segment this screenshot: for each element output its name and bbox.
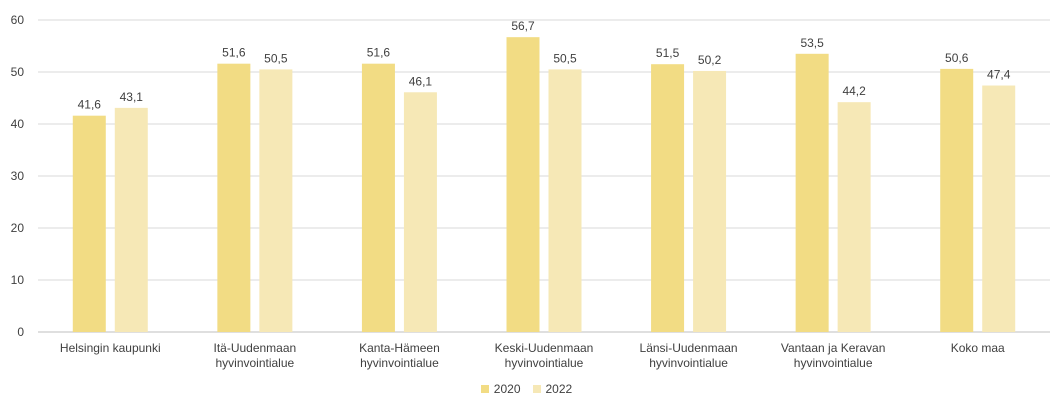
category-label: hyvinvointialue (649, 356, 728, 370)
category-label: Itä-Uudenmaan (213, 341, 296, 355)
bar-2020 (651, 64, 685, 332)
y-tick-label: 40 (11, 117, 25, 131)
category-label: hyvinvointialue (505, 356, 584, 370)
category-label: hyvinvointialue (215, 356, 294, 370)
category-label: Kanta-Hämeen (359, 341, 440, 355)
data-label-2020: 56,7 (511, 19, 535, 33)
category-label: hyvinvointialue (360, 356, 439, 370)
bar-2022 (548, 69, 582, 333)
category-label: Helsingin kaupunki (60, 341, 161, 355)
data-label-2020: 41,6 (78, 98, 102, 112)
bar-2020 (361, 63, 395, 333)
y-tick-label: 60 (11, 13, 25, 27)
data-label-2022: 43,1 (120, 90, 144, 104)
data-label-2022: 50,5 (553, 51, 577, 65)
data-label-2022: 46,1 (409, 74, 433, 88)
bar-2020 (795, 53, 829, 333)
legend-swatch-2022 (532, 385, 541, 393)
y-tick-label: 50 (11, 65, 25, 79)
data-label-2022: 50,5 (264, 51, 288, 65)
bar-2020 (217, 63, 251, 333)
data-label-2022: 47,4 (987, 68, 1011, 82)
bar-2020 (940, 68, 974, 332)
legend-label-2022: 2022 (545, 382, 573, 396)
y-tick-label: 0 (17, 325, 24, 339)
category-label: Länsi-Uudenmaan (640, 341, 738, 355)
bar-2022 (259, 69, 293, 333)
category-label: Koko maa (951, 341, 1005, 355)
y-tick-label: 30 (11, 169, 25, 183)
data-label-2022: 44,2 (842, 84, 866, 98)
category-label: Vantaan ja Keravan (781, 341, 886, 355)
bar-2022 (114, 107, 148, 332)
category-label: Keski-Uudenmaan (495, 341, 594, 355)
data-label-2020: 51,6 (367, 46, 391, 60)
legend-swatch-2020 (480, 385, 489, 393)
legend-item-2022: 2022 (532, 382, 573, 396)
y-tick-label: 20 (11, 221, 25, 235)
y-tick-label: 10 (11, 273, 25, 287)
data-label-2020: 53,5 (800, 36, 824, 50)
data-label-2020: 51,6 (222, 46, 246, 60)
legend-label-2020: 2020 (493, 382, 521, 396)
bar-2022 (403, 92, 437, 332)
category-label: hyvinvointialue (794, 356, 873, 370)
data-label-2022: 50,2 (698, 53, 722, 67)
bar-2020 (506, 37, 540, 332)
bar-2020 (72, 115, 106, 333)
data-label-2020: 50,6 (945, 51, 969, 65)
legend: 2020 2022 (0, 382, 1053, 396)
data-label-2020: 51,5 (656, 46, 680, 60)
bar-chart: 0 10 20 30 40 50 60 41,6 43,1 Helsingin kaupunki 5… (11, 13, 1050, 370)
bar-2022 (982, 85, 1016, 333)
bar-2022 (837, 102, 871, 332)
legend-item-2020: 2020 (480, 382, 521, 396)
bar-2022 (693, 70, 727, 333)
